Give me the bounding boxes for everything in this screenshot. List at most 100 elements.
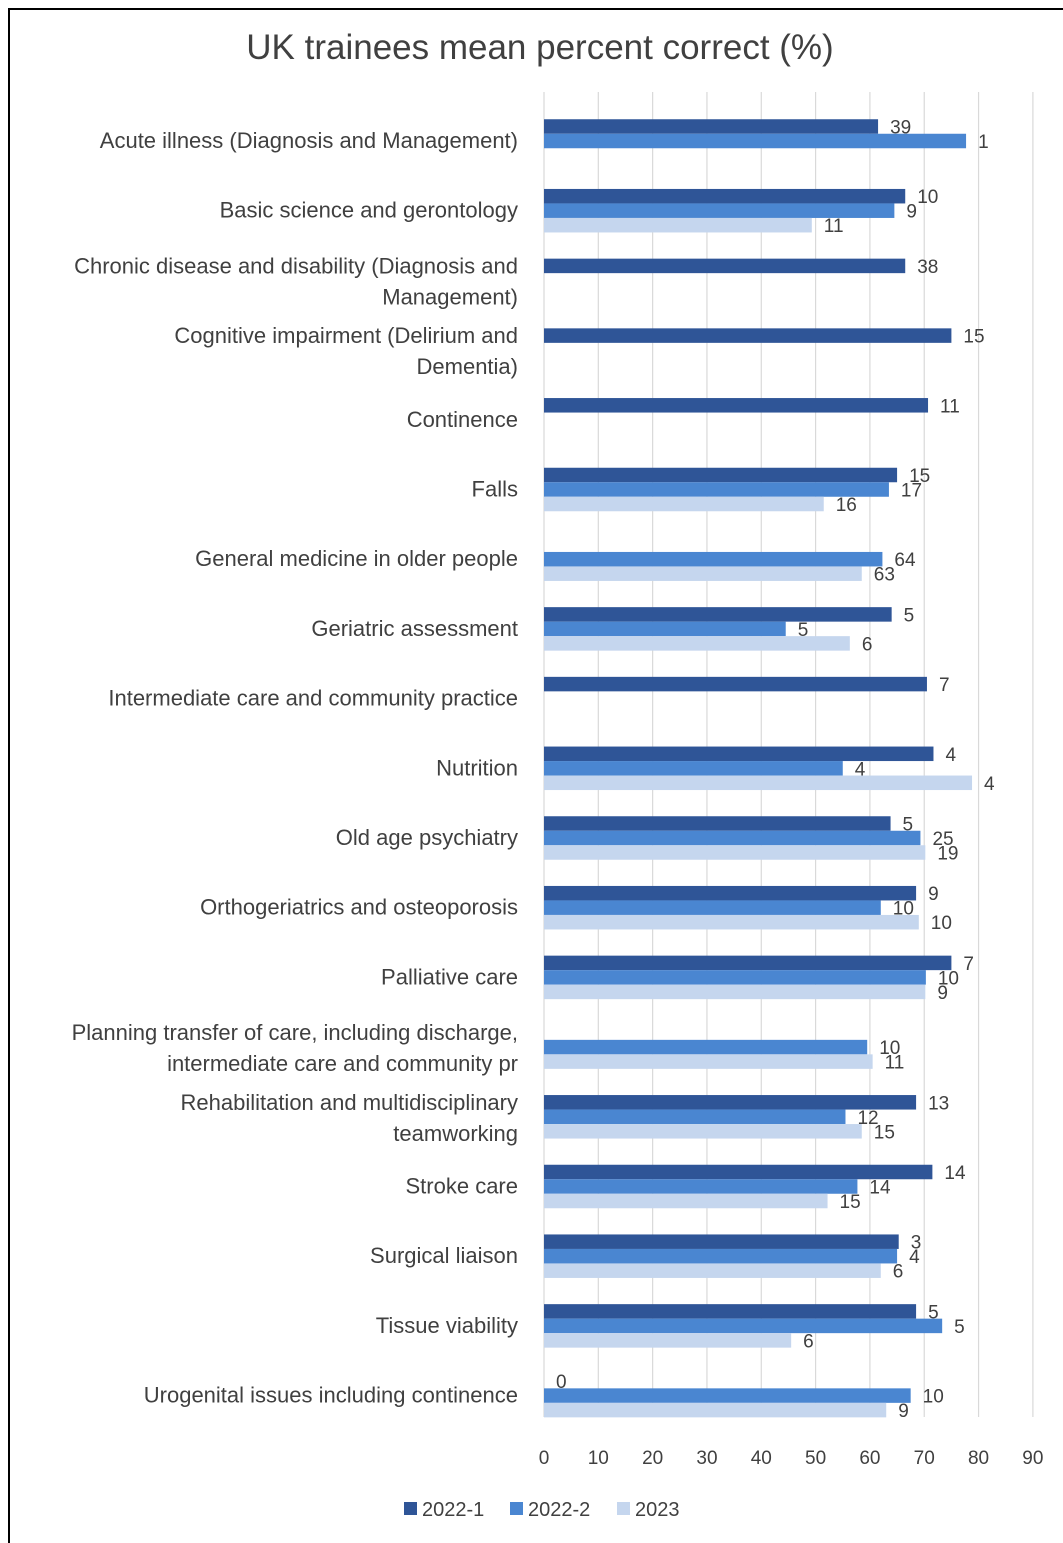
legend-item: 2022-1: [404, 1499, 484, 1521]
category-label: Continence: [407, 407, 518, 432]
data-label: 10: [917, 187, 938, 208]
data-label: 11: [940, 396, 960, 417]
data-label: 7: [939, 675, 950, 696]
data-label: 4: [855, 759, 866, 780]
x-tick-label: 20: [642, 1448, 663, 1469]
data-label: 9: [937, 983, 948, 1004]
bar-2022-2: [544, 1318, 943, 1334]
data-label: 4: [945, 745, 956, 766]
data-label: 15: [874, 1122, 895, 1143]
category-label: Basic science and gerontology: [220, 198, 518, 223]
legend-swatch: [404, 1502, 417, 1515]
data-label: 9: [928, 884, 939, 905]
bar-2022-2: [544, 830, 921, 846]
bar-2022-1: [544, 258, 906, 274]
data-label: 14: [944, 1163, 966, 1184]
data-labels: 3910381511155745971314350191764542510101…: [556, 118, 995, 1423]
category-label: Nutrition: [436, 755, 518, 780]
category-label: Geriatric assessment: [311, 616, 518, 641]
data-label: 9: [898, 1401, 909, 1422]
bar-2022-2: [544, 482, 889, 497]
data-label: 5: [904, 605, 915, 626]
bar-2023: [544, 636, 850, 651]
data-label: 10: [923, 1387, 944, 1408]
category-label: Tissue viability: [376, 1313, 518, 1338]
x-tick-label: 0: [539, 1448, 550, 1469]
x-tick-label: 60: [859, 1448, 880, 1469]
category-label: Falls: [472, 477, 518, 502]
bar-2023: [544, 1124, 862, 1139]
category-label: Stroke care: [406, 1174, 519, 1199]
bar-2022-1: [544, 1234, 899, 1249]
data-label: 16: [836, 495, 857, 516]
x-tick-label: 10: [588, 1448, 609, 1469]
category-label: Surgical liaison: [370, 1243, 518, 1268]
bar-2022-1: [544, 955, 952, 971]
legend-label: 2023: [635, 1499, 680, 1521]
data-label: 15: [909, 466, 930, 487]
category-label: teamworking: [393, 1121, 518, 1146]
legend-item: 2023: [617, 1499, 680, 1521]
legend-swatch: [617, 1502, 630, 1515]
bar-2022-2: [544, 1179, 858, 1194]
x-tick-label: 70: [914, 1448, 935, 1469]
category-label: Acute illness (Diagnosis and Management): [100, 128, 518, 153]
bar-2022-1: [544, 885, 917, 901]
data-label: 19: [937, 844, 958, 865]
bar-2023: [544, 1263, 881, 1278]
category-label: Cognitive impairment (Delirium and: [174, 323, 518, 348]
category-label: Chronic disease and disability (Diagnosi…: [74, 253, 518, 278]
bar-2023: [544, 1193, 828, 1209]
data-label: 6: [803, 1331, 814, 1352]
bar-2022-1: [544, 188, 906, 204]
legend-swatch: [510, 1502, 523, 1515]
bar-2022-1: [544, 1164, 933, 1180]
x-tick-label: 90: [1022, 1448, 1043, 1469]
category-label: Palliative care: [381, 964, 518, 989]
data-label: 7: [963, 954, 974, 975]
bar-2023: [544, 984, 926, 1000]
x-axis-tick-labels: 0 10 20 30 40 50 60 70 80 90: [539, 1448, 1044, 1469]
category-label: Intermediate care and community practice: [108, 686, 518, 711]
bar-2022-1: [544, 1095, 917, 1110]
x-tick-label: 30: [696, 1448, 717, 1469]
bar-2022-2: [544, 1109, 846, 1125]
category-label: General medicine in older people: [195, 546, 518, 571]
bar-2022-2: [544, 1248, 898, 1264]
data-label: 6: [862, 634, 873, 655]
bar-2023: [544, 496, 824, 512]
bar-2022-1: [544, 816, 891, 831]
bar-2022-2: [544, 133, 967, 149]
data-label: 5: [954, 1317, 965, 1338]
category-label: Management): [382, 284, 518, 309]
data-label: 4: [984, 774, 995, 795]
bar-2022-2: [544, 900, 881, 915]
data-label: 11: [824, 216, 844, 237]
data-label: 6: [893, 1262, 904, 1283]
data-label: 5: [928, 1302, 939, 1323]
data-label: 9: [906, 202, 917, 223]
chart-title: UK trainees mean percent correct (%): [246, 28, 834, 67]
data-label: 1: [978, 132, 989, 153]
bar-2022-1: [544, 398, 929, 413]
bar-2022-2: [544, 761, 843, 776]
category-label: Urogenital issues including continence: [144, 1383, 518, 1408]
data-label: 25: [932, 829, 953, 850]
data-label: 38: [917, 257, 938, 278]
bar-2023: [544, 914, 919, 930]
bar-2023: [544, 845, 926, 860]
bar-2023: [544, 775, 973, 791]
x-tick-label: 80: [968, 1448, 989, 1469]
data-label: 14: [869, 1178, 891, 1199]
data-label: 5: [903, 815, 914, 836]
bar-2022-1: [544, 746, 934, 762]
bar-2022-2: [544, 970, 926, 985]
bar-2022-2: [544, 1388, 911, 1403]
bars: [544, 119, 973, 1418]
data-label: 10: [931, 913, 952, 934]
bar-2023: [544, 1402, 887, 1418]
bar-2022-2: [544, 203, 895, 218]
data-label: 10: [893, 899, 914, 920]
bar-2022-1: [544, 119, 879, 134]
bar-2023: [544, 1054, 873, 1069]
